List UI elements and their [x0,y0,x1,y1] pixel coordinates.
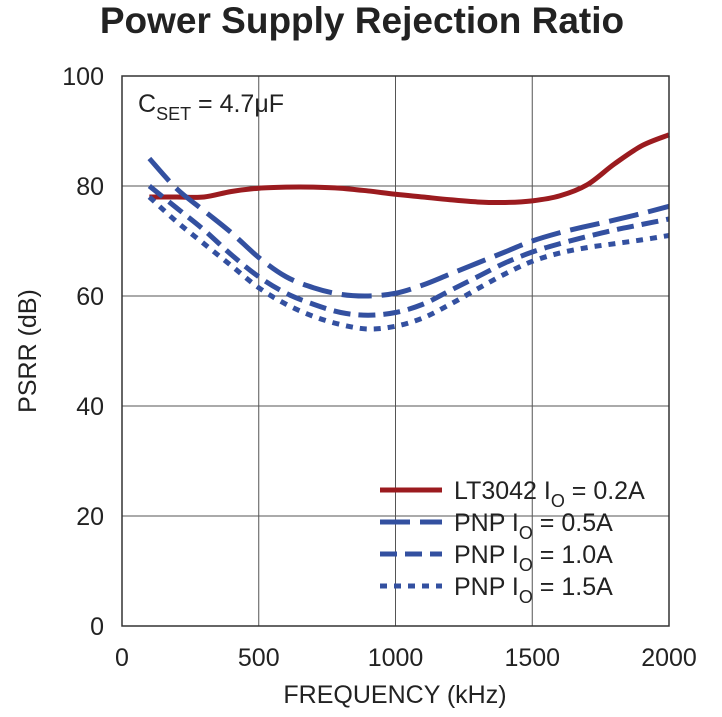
x-tick-label: 500 [238,644,280,672]
x-axis-label: FREQUENCY (kHz) [283,681,506,709]
legend-label-main: LT3042 I [454,477,551,505]
legend-label-sub: O [519,587,533,607]
legend-label-4: PNP IO = 1.5A [454,573,613,607]
y-tick-label: 100 [62,63,104,91]
cset-subscript: SET [156,104,191,124]
x-tick-label: 1500 [504,644,560,672]
y-tick-label: 0 [90,613,104,641]
series-line-4 [147,195,670,332]
y-tick-label: 60 [76,283,104,311]
y-axis-label: PSRR (dB) [14,289,42,413]
legend-label-rest: = 1.5A [533,573,613,601]
y-tick-label: 80 [76,173,104,201]
x-tick-label: 2000 [641,644,697,672]
cset-annotation: CSET = 4.7μF [138,90,284,124]
chart-title: Power Supply Rejection Ratio [100,0,624,41]
series-lines [147,132,670,332]
legend-label-rest: = 0.5A [533,509,613,537]
legend-label-1: LT3042 IO = 0.2A [454,477,645,511]
legend-label-sub: O [519,523,533,543]
x-tick-label: 1000 [368,644,424,672]
grid-lines [122,76,669,626]
legend-label-2: PNP IO = 0.5A [454,509,613,543]
legend-label-sub: O [551,491,565,511]
legend-label-main: PNP I [454,573,519,601]
plot-frame [121,75,670,627]
y-tick-label: 40 [76,393,104,421]
legend-label-rest: = 0.2A [565,477,645,505]
x-tick-labels: 0 500 1000 1500 2000 [115,644,697,672]
y-tick-label: 20 [76,503,104,531]
cset-value: = 4.7μF [191,90,284,118]
legend-label-main: PNP I [454,541,519,569]
series-line-3 [147,184,670,318]
x-tick-label: 0 [115,644,129,672]
y-tick-labels: 0 20 40 60 80 100 [62,63,104,641]
series-line-2 [147,156,670,299]
legend-label-rest: = 1.0A [533,541,613,569]
cset-main: C [138,90,156,118]
legend-label-main: PNP I [454,509,519,537]
legend-label-sub: O [519,555,533,575]
legend-label-3: PNP IO = 1.0A [454,541,613,575]
series-line-1 [149,132,670,206]
